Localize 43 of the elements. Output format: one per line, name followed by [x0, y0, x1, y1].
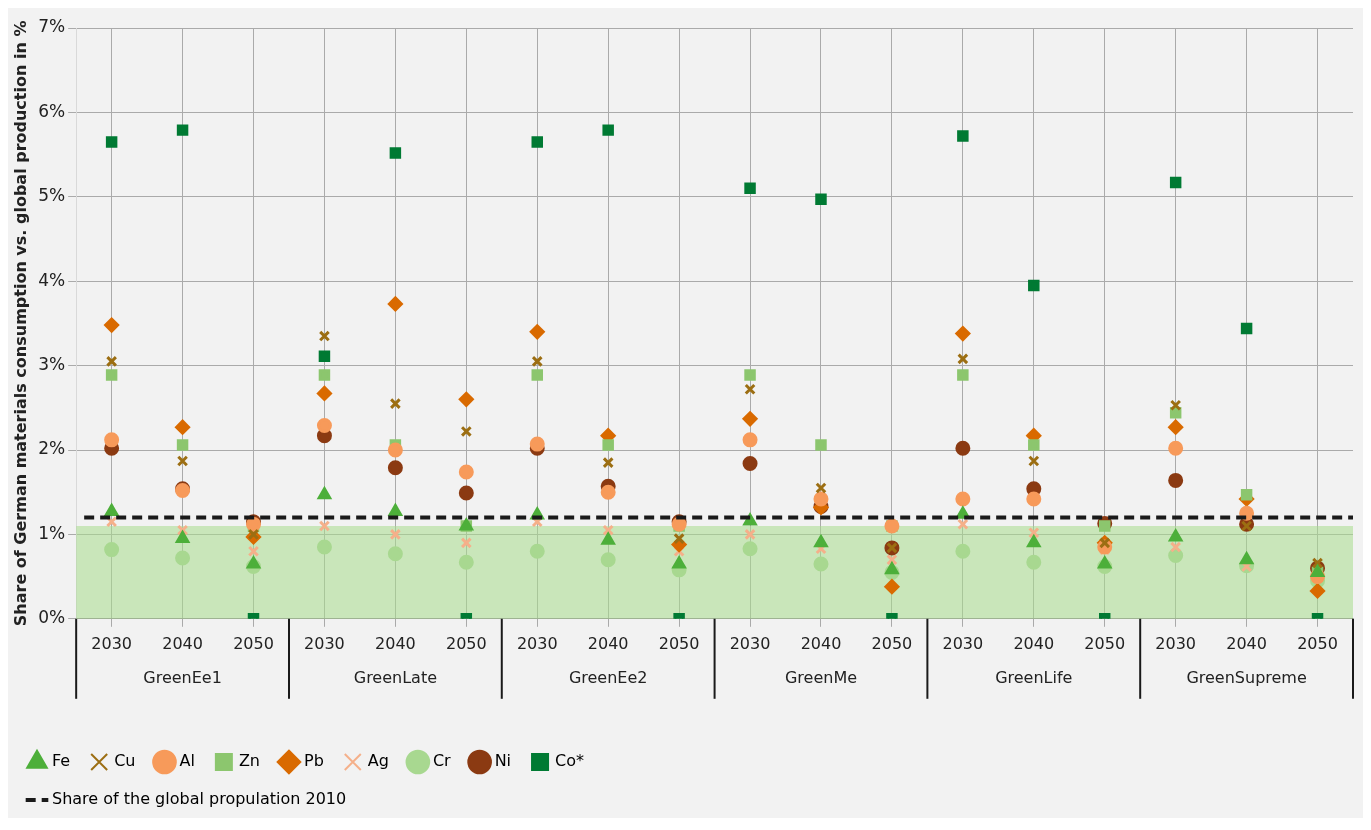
- text: GreenLate: [353, 667, 438, 687]
- x-tick-label: 2040: [162, 633, 203, 653]
- legend-label: Al: [179, 751, 195, 771]
- legend-label: Pb: [303, 751, 324, 771]
- y-tick-label: 7%: [38, 16, 66, 37]
- x-tick-label: 2050: [1297, 633, 1338, 653]
- legend-label: Ni: [494, 751, 512, 771]
- x-tick-label: 2030: [91, 633, 132, 653]
- y-tick-label: 3%: [38, 354, 66, 375]
- y-tick-label: 6%: [38, 100, 66, 121]
- y-tick-label: 1%: [38, 522, 66, 543]
- text: GreenSupreme: [1186, 667, 1307, 687]
- legend-label: Zn: [238, 751, 260, 771]
- legend-label: Co*: [555, 751, 585, 771]
- legend-label: Ag: [367, 751, 389, 771]
- text: GreenEe2: [568, 667, 648, 687]
- y-tick-label: 0%: [38, 607, 66, 628]
- x-tick-label: 2030: [304, 633, 345, 653]
- y-tick-label: 5%: [38, 185, 66, 206]
- x-tick-label: 2040: [375, 633, 416, 653]
- text: GreenLife: [995, 667, 1073, 687]
- x-tick-label: 2050: [233, 633, 274, 653]
- y-tick-label: 4%: [38, 269, 66, 290]
- x-tick-label: 2050: [1084, 633, 1126, 653]
- legend-label: Cr: [432, 751, 452, 771]
- text: GreenEe1: [143, 667, 222, 687]
- x-tick-label: 2040: [587, 633, 629, 653]
- text: GreenMe: [784, 667, 858, 687]
- y-axis-title: Share of German materials consumption vs. global production in %: [10, 20, 30, 627]
- x-tick-label: 2040: [1013, 633, 1055, 653]
- x-tick-label: 2040: [800, 633, 842, 653]
- x-tick-label: 2050: [658, 633, 700, 653]
- x-tick-label: 2030: [942, 633, 984, 653]
- x-tick-label: 2030: [1155, 633, 1197, 653]
- y-tick-label: 2%: [38, 438, 66, 459]
- legend-label: Share of the global propulation 2010: [52, 789, 1171, 809]
- x-tick-label: 2050: [445, 633, 487, 653]
- x-tick-label: 2030: [516, 633, 558, 653]
- x-tick-label: 2030: [729, 633, 771, 653]
- x-tick-label: 2050: [871, 633, 913, 653]
- legend-label: Fe: [52, 751, 71, 771]
- x-tick-label: 2040: [1226, 633, 1267, 653]
- legend-label: Cu: [114, 751, 136, 771]
